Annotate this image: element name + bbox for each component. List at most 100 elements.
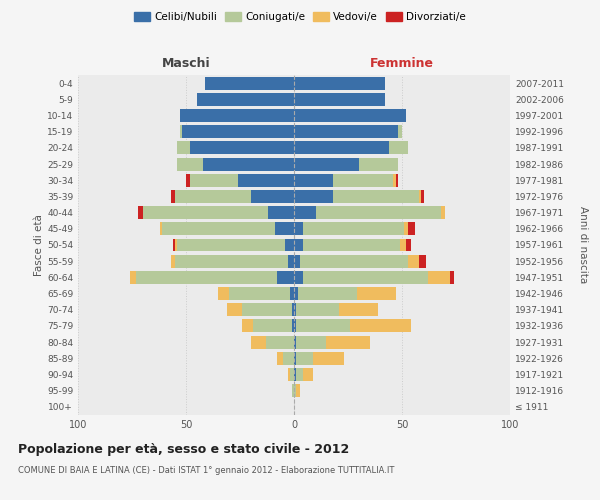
Bar bbox=[389, 142, 409, 154]
Bar bbox=[179, 109, 294, 122]
Bar bbox=[294, 320, 296, 332]
Bar bbox=[398, 125, 402, 138]
Bar bbox=[404, 222, 409, 235]
Bar bbox=[205, 76, 294, 90]
Bar bbox=[294, 384, 296, 397]
Bar bbox=[227, 304, 242, 316]
Bar bbox=[296, 384, 301, 397]
Bar bbox=[395, 174, 398, 186]
Bar bbox=[294, 222, 302, 235]
Bar bbox=[251, 336, 266, 348]
Bar bbox=[175, 238, 178, 252]
Bar bbox=[294, 158, 359, 170]
Bar bbox=[275, 222, 294, 235]
Bar bbox=[302, 368, 313, 381]
Bar bbox=[333, 190, 419, 203]
Bar bbox=[394, 174, 395, 186]
Bar bbox=[173, 238, 175, 252]
Bar bbox=[294, 109, 406, 122]
Bar bbox=[350, 320, 410, 332]
Bar bbox=[290, 368, 294, 381]
Bar bbox=[296, 336, 326, 348]
Bar bbox=[277, 352, 283, 365]
Bar bbox=[316, 206, 441, 219]
Bar bbox=[238, 174, 294, 186]
Bar bbox=[333, 174, 394, 186]
Bar bbox=[294, 287, 298, 300]
Bar bbox=[302, 222, 404, 235]
Bar bbox=[294, 93, 385, 106]
Bar bbox=[294, 271, 302, 284]
Bar bbox=[277, 271, 294, 284]
Bar bbox=[266, 336, 294, 348]
Bar bbox=[162, 222, 275, 235]
Bar bbox=[287, 254, 294, 268]
Bar bbox=[218, 287, 229, 300]
Bar bbox=[203, 158, 294, 170]
Bar bbox=[294, 352, 296, 365]
Text: Femmine: Femmine bbox=[370, 57, 434, 70]
Bar bbox=[292, 320, 294, 332]
Bar bbox=[428, 271, 449, 284]
Bar bbox=[406, 238, 410, 252]
Bar bbox=[419, 190, 421, 203]
Bar bbox=[296, 304, 340, 316]
Bar bbox=[294, 238, 302, 252]
Bar bbox=[283, 352, 294, 365]
Y-axis label: Anni di nascita: Anni di nascita bbox=[578, 206, 588, 284]
Bar bbox=[253, 320, 292, 332]
Bar bbox=[190, 174, 238, 186]
Bar bbox=[182, 125, 294, 138]
Bar bbox=[171, 254, 175, 268]
Text: COMUNE DI BAIA E LATINA (CE) - Dati ISTAT 1° gennaio 2012 - Elaborazione TUTTITA: COMUNE DI BAIA E LATINA (CE) - Dati ISTA… bbox=[18, 466, 394, 475]
Text: Maschi: Maschi bbox=[161, 57, 211, 70]
Bar bbox=[400, 238, 406, 252]
Y-axis label: Fasce di età: Fasce di età bbox=[34, 214, 44, 276]
Bar bbox=[294, 125, 398, 138]
Bar bbox=[251, 190, 294, 203]
Bar bbox=[294, 304, 296, 316]
Bar bbox=[160, 222, 162, 235]
Bar bbox=[175, 190, 251, 203]
Bar bbox=[130, 271, 136, 284]
Bar bbox=[419, 254, 426, 268]
Bar bbox=[287, 368, 290, 381]
Bar bbox=[296, 368, 302, 381]
Bar bbox=[178, 158, 203, 170]
Bar bbox=[421, 190, 424, 203]
Bar bbox=[409, 254, 419, 268]
Bar bbox=[326, 336, 370, 348]
Bar bbox=[298, 287, 356, 300]
Bar bbox=[143, 206, 268, 219]
Bar bbox=[294, 368, 296, 381]
Bar bbox=[171, 190, 175, 203]
Bar bbox=[292, 384, 294, 397]
Bar bbox=[294, 206, 316, 219]
Bar bbox=[178, 238, 286, 252]
Bar bbox=[292, 304, 294, 316]
Bar bbox=[286, 238, 294, 252]
Bar bbox=[186, 174, 190, 186]
Bar bbox=[175, 254, 287, 268]
Bar bbox=[302, 238, 400, 252]
Text: Popolazione per età, sesso e stato civile - 2012: Popolazione per età, sesso e stato civil… bbox=[18, 442, 349, 456]
Bar bbox=[359, 158, 398, 170]
Bar bbox=[296, 352, 313, 365]
Bar bbox=[197, 93, 294, 106]
Bar bbox=[294, 142, 389, 154]
Bar bbox=[356, 287, 395, 300]
Bar bbox=[294, 254, 301, 268]
Bar bbox=[294, 336, 296, 348]
Bar bbox=[301, 254, 409, 268]
Bar bbox=[229, 287, 290, 300]
Bar bbox=[242, 320, 253, 332]
Bar bbox=[294, 190, 333, 203]
Legend: Celibi/Nubili, Coniugati/e, Vedovi/e, Divorziati/e: Celibi/Nubili, Coniugati/e, Vedovi/e, Di… bbox=[130, 8, 470, 26]
Bar bbox=[441, 206, 445, 219]
Bar bbox=[449, 271, 454, 284]
Bar bbox=[313, 352, 344, 365]
Bar bbox=[294, 174, 333, 186]
Bar bbox=[178, 142, 190, 154]
Bar bbox=[242, 304, 292, 316]
Bar bbox=[179, 125, 182, 138]
